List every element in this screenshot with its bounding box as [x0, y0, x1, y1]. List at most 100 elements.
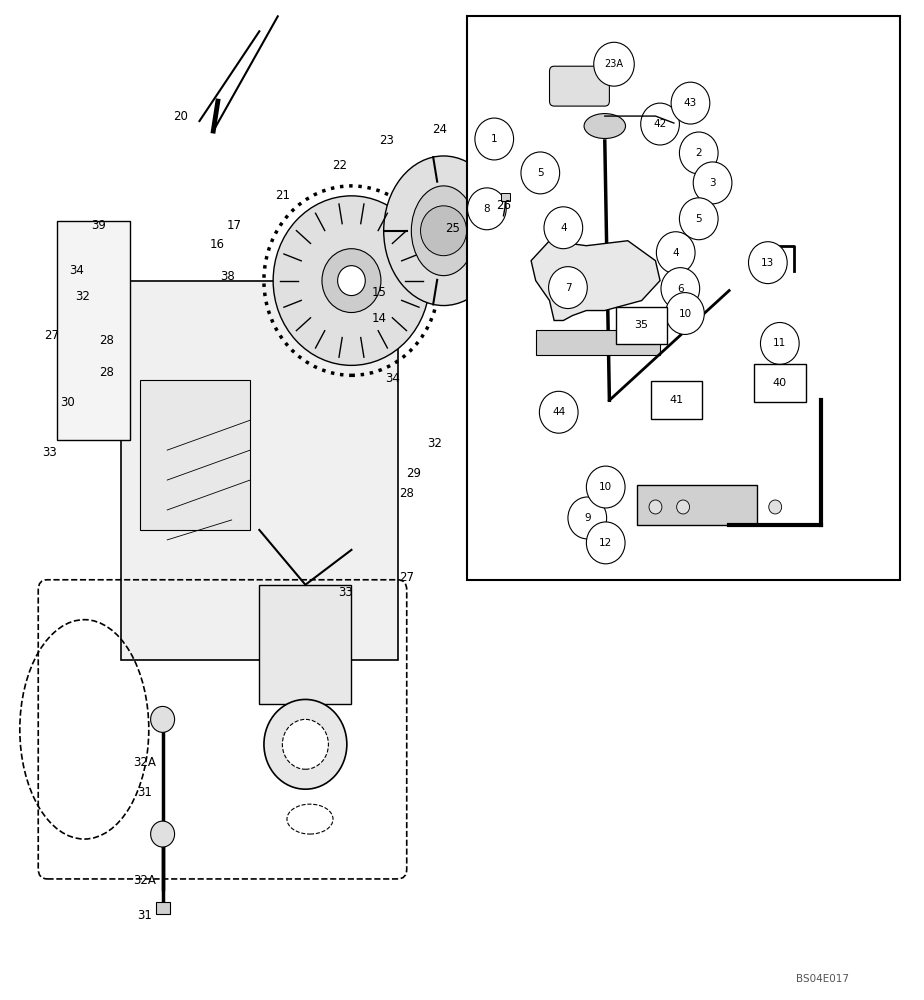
- Text: 9: 9: [584, 513, 590, 523]
- Text: 8: 8: [483, 204, 491, 214]
- Circle shape: [587, 522, 625, 564]
- Text: 35: 35: [635, 320, 649, 330]
- Text: 27: 27: [399, 571, 414, 584]
- Circle shape: [594, 42, 634, 86]
- Circle shape: [653, 200, 668, 216]
- Circle shape: [549, 267, 588, 309]
- Circle shape: [274, 196, 430, 365]
- Text: 24: 24: [432, 123, 447, 136]
- Text: 23A: 23A: [604, 59, 624, 69]
- Text: 29: 29: [407, 467, 421, 480]
- Polygon shape: [531, 241, 660, 320]
- Text: 13: 13: [761, 258, 774, 268]
- Text: 2: 2: [696, 148, 702, 158]
- Circle shape: [521, 152, 560, 194]
- Text: 3: 3: [710, 178, 716, 188]
- Bar: [536, 330, 660, 355]
- Text: 10: 10: [599, 482, 613, 492]
- Circle shape: [151, 821, 175, 847]
- Text: 1: 1: [491, 134, 497, 144]
- Bar: [637, 485, 757, 525]
- Circle shape: [587, 466, 625, 508]
- FancyBboxPatch shape: [550, 66, 610, 106]
- Circle shape: [649, 500, 662, 514]
- Circle shape: [545, 71, 729, 271]
- Circle shape: [544, 207, 583, 249]
- Circle shape: [640, 103, 679, 145]
- Text: 44: 44: [553, 407, 565, 417]
- Text: 38: 38: [220, 270, 235, 283]
- Text: 11: 11: [773, 338, 786, 348]
- Bar: [140, 380, 250, 530]
- FancyBboxPatch shape: [754, 364, 806, 402]
- Text: 4: 4: [673, 248, 679, 258]
- Circle shape: [633, 118, 648, 134]
- Text: 14: 14: [371, 312, 386, 325]
- Bar: [467, 16, 900, 580]
- Circle shape: [661, 268, 699, 310]
- Circle shape: [598, 134, 613, 150]
- Text: 28: 28: [99, 334, 114, 347]
- Text: 27: 27: [44, 329, 59, 342]
- Circle shape: [671, 82, 710, 124]
- FancyBboxPatch shape: [650, 381, 702, 419]
- Bar: [56, 221, 130, 440]
- Text: 5: 5: [537, 168, 543, 178]
- Text: 4: 4: [560, 223, 566, 233]
- Text: 33: 33: [42, 446, 56, 459]
- Text: 31: 31: [137, 786, 152, 799]
- Text: 43: 43: [684, 98, 697, 108]
- Text: 32A: 32A: [133, 756, 155, 769]
- FancyBboxPatch shape: [615, 307, 667, 344]
- Text: 22: 22: [332, 159, 347, 172]
- Text: 17: 17: [227, 219, 242, 232]
- Circle shape: [759, 340, 792, 376]
- Circle shape: [322, 249, 381, 313]
- Text: 28: 28: [399, 487, 414, 500]
- Text: 26: 26: [496, 199, 511, 212]
- Text: 15: 15: [371, 286, 386, 299]
- Text: 40: 40: [772, 378, 787, 388]
- Circle shape: [615, 205, 630, 221]
- Text: 20: 20: [174, 110, 188, 123]
- Circle shape: [568, 497, 607, 539]
- Text: 32: 32: [75, 290, 90, 303]
- Circle shape: [540, 391, 578, 433]
- Circle shape: [693, 162, 732, 204]
- Circle shape: [475, 118, 514, 160]
- Text: 21: 21: [274, 189, 290, 202]
- Bar: [156, 902, 170, 914]
- Text: 30: 30: [60, 396, 75, 409]
- Circle shape: [760, 322, 799, 364]
- Text: 23: 23: [379, 134, 394, 147]
- Text: 5: 5: [696, 214, 702, 224]
- Circle shape: [679, 132, 718, 174]
- Text: 25: 25: [445, 222, 460, 235]
- Circle shape: [468, 188, 506, 230]
- Text: BS04E017: BS04E017: [796, 974, 849, 984]
- Text: 32A: 32A: [133, 874, 155, 887]
- Circle shape: [590, 346, 612, 370]
- Text: 34: 34: [69, 264, 84, 277]
- Circle shape: [283, 719, 328, 769]
- Circle shape: [676, 500, 689, 514]
- Text: 28: 28: [99, 366, 114, 379]
- Circle shape: [748, 242, 787, 284]
- Text: 34: 34: [385, 372, 400, 385]
- Circle shape: [151, 706, 175, 732]
- Circle shape: [582, 111, 692, 231]
- Text: 10: 10: [678, 309, 691, 319]
- Bar: [646, 335, 775, 380]
- Text: 12: 12: [599, 538, 613, 548]
- Ellipse shape: [411, 186, 476, 276]
- Circle shape: [337, 266, 365, 296]
- Text: 31: 31: [137, 909, 152, 922]
- Circle shape: [420, 206, 467, 256]
- Text: 42: 42: [653, 119, 667, 129]
- Text: 33: 33: [338, 586, 353, 599]
- Text: 16: 16: [210, 238, 225, 251]
- Circle shape: [679, 198, 718, 240]
- Text: 41: 41: [670, 395, 684, 405]
- Text: 7: 7: [565, 283, 571, 293]
- Bar: [501, 193, 510, 201]
